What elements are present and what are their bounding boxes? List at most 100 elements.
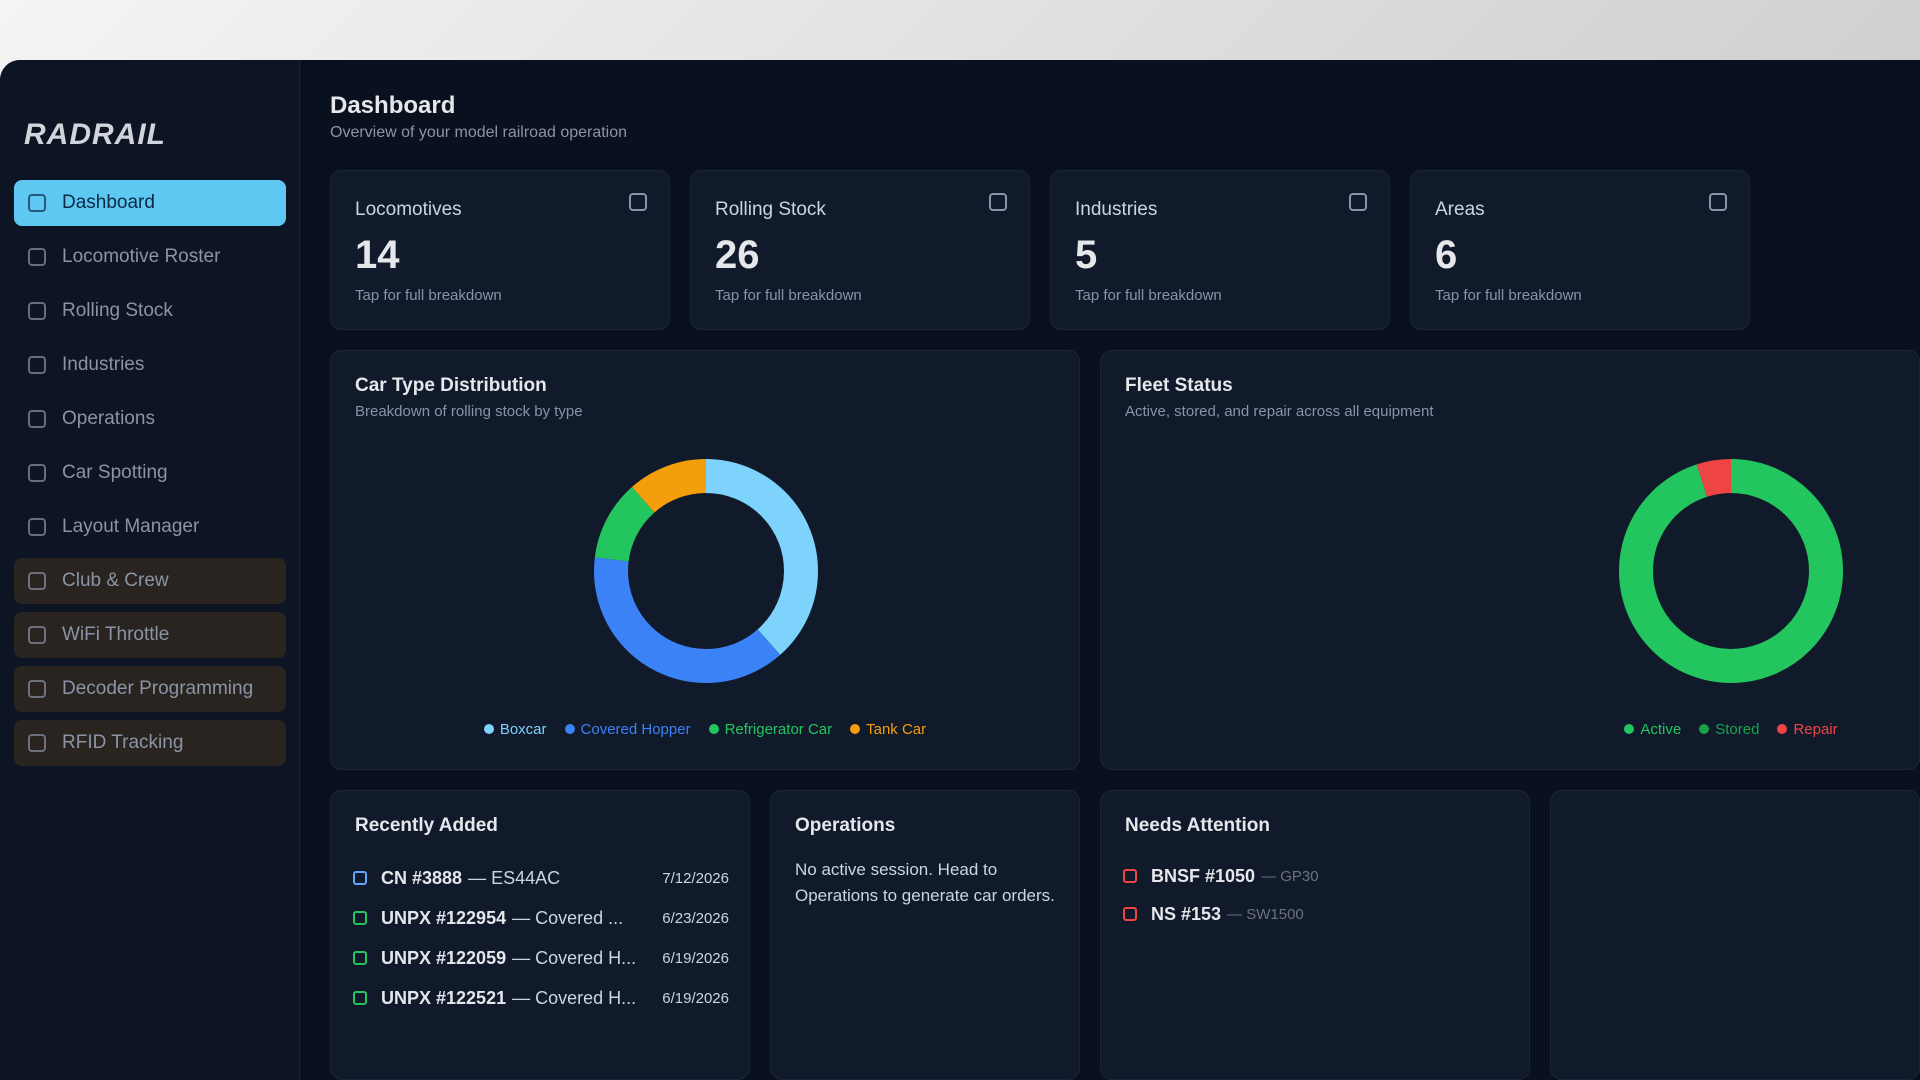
legend-label: Repair — [1793, 721, 1838, 738]
legend-item[interactable]: Tank Car — [850, 721, 926, 738]
item-date: 7/12/2026 — [662, 869, 729, 887]
page-title: Dashboard — [330, 92, 456, 119]
stat-value: 14 — [355, 233, 400, 277]
donut-segment — [1619, 459, 1843, 683]
recent-row[interactable]: UNPX #122521— Covered H... 6/19/2026 — [353, 983, 729, 1013]
nav-icon — [28, 518, 46, 536]
operations-card: Operations No active session. Head to Ope… — [770, 790, 1080, 1080]
stat-card[interactable]: Industries 5 Tap for full breakdown — [1050, 170, 1390, 330]
attention-row[interactable]: BNSF #1050 — GP30 — [1123, 861, 1509, 891]
operations-text: No active session. Head to Operations to… — [795, 860, 1055, 905]
nav-item[interactable]: Rolling Stock — [14, 288, 286, 334]
legend-item[interactable]: Active — [1624, 721, 1681, 738]
recent-row[interactable]: UNPX #122059— Covered H... 6/19/2026 — [353, 943, 729, 973]
nav-label: Club & Crew — [62, 570, 169, 591]
chart-card: Car Type Distribution Breakdown of rollin… — [330, 350, 1080, 770]
chart-title: Car Type Distribution — [355, 375, 547, 396]
item-name: UNPX #122954 — [381, 907, 507, 928]
nav-label: Locomotive Roster — [62, 246, 221, 267]
page-subtitle: Overview of your model railroad operatio… — [330, 124, 628, 141]
chart-card: Fleet Status Active, stored, and repair a… — [1100, 350, 1920, 770]
card-title: Operations — [795, 815, 896, 836]
stat-icon — [629, 193, 647, 211]
item-name: BNSF #1050 — [1151, 865, 1256, 886]
nav-icon — [28, 248, 46, 266]
legend-item[interactable]: Stored — [1699, 721, 1759, 738]
donut-segment — [594, 459, 818, 683]
stat-icon — [1349, 193, 1367, 211]
stat-label: Areas — [1435, 199, 1485, 220]
nav-label: RFID Tracking — [62, 732, 184, 753]
nav-icon — [28, 572, 46, 590]
stat-label: Locomotives — [355, 199, 462, 220]
donut-chart — [1619, 459, 1843, 683]
nav-label: Operations — [62, 408, 155, 429]
item-detail: — Covered H... — [512, 947, 637, 968]
nav-icon — [28, 734, 46, 752]
nav-item[interactable]: Locomotive Roster — [14, 234, 286, 280]
nav-item[interactable]: Layout Manager — [14, 504, 286, 550]
nav-label: Decoder Programming — [62, 678, 254, 699]
item-name: UNPX #122521 — [381, 987, 507, 1008]
stat-value: 5 — [1075, 233, 1098, 277]
row-icon — [1123, 907, 1137, 921]
row-icon — [353, 991, 367, 1005]
chart-subtitle: Breakdown of rolling stock by type — [355, 403, 583, 420]
legend-label: Boxcar — [499, 721, 547, 738]
legend: Active Stored Repair — [1501, 721, 1920, 738]
attention-row[interactable]: NS #153 — SW1500 — [1123, 899, 1509, 929]
legend-swatch — [850, 724, 861, 734]
chart-subtitle: Active, stored, and repair across all eq… — [1125, 403, 1434, 420]
stat-hint: Tap for full breakdown — [715, 287, 862, 304]
chart-title: Fleet Status — [1125, 375, 1233, 396]
legend-label: Active — [1640, 721, 1682, 738]
recent-row[interactable]: UNPX #122954— Covered ... 6/23/2026 — [353, 903, 729, 933]
stat-hint: Tap for full breakdown — [1435, 287, 1582, 304]
nav-item[interactable]: WiFi Throttle — [14, 612, 286, 658]
nav-item[interactable]: RFID Tracking — [14, 720, 286, 766]
nav-label: Rolling Stock — [62, 300, 173, 321]
stat-hint: Tap for full breakdown — [355, 287, 502, 304]
attention-card: Needs Attention BNSF #1050 — GP30 NS #153 — … — [1100, 790, 1530, 1080]
legend-label: Tank Car — [866, 721, 927, 738]
nav-icon — [28, 626, 46, 644]
recent-card: Recently Added CN #3888— ES44AC 7/12/2026 U… — [330, 790, 750, 1080]
stat-card[interactable]: Locomotives 14 Tap for full breakdown — [330, 170, 670, 330]
item-detail: — Covered H... — [512, 987, 637, 1008]
card-title: Recently Added — [355, 815, 498, 836]
stat-label: Industries — [1075, 199, 1158, 220]
nav-label: Layout Manager — [62, 516, 200, 537]
nav-item[interactable]: Club & Crew — [14, 558, 286, 604]
nav-item[interactable]: Industries — [14, 342, 286, 388]
stat-card[interactable]: Rolling Stock 26 Tap for full breakdown — [690, 170, 1030, 330]
item-name: UNPX #122059 — [381, 947, 507, 968]
legend-item[interactable]: Covered Hopper — [564, 721, 691, 738]
stat-icon — [989, 193, 1007, 211]
legend-label: Covered Hopper — [580, 721, 691, 738]
recent-row[interactable]: CN #3888— ES44AC 7/12/2026 — [353, 863, 729, 893]
legend-item[interactable]: Boxcar — [483, 721, 547, 738]
stat-label: Rolling Stock — [715, 199, 826, 220]
legend: Boxcar Covered Hopper Refrigerator Car Tank… — [331, 721, 1079, 738]
nav-item[interactable]: Decoder Programming — [14, 666, 286, 712]
stat-card[interactable]: Areas 6 Tap for full breakdown — [1410, 170, 1750, 330]
sidebar: RADRAIL Dashboard Locomotive Roster Rollin… — [0, 60, 300, 1080]
nav-item[interactable]: Operations — [14, 396, 286, 442]
nav-label: WiFi Throttle — [62, 624, 170, 645]
donut-chart — [594, 459, 818, 683]
legend-item[interactable]: Refrigerator Car — [708, 721, 832, 738]
nav-icon — [28, 356, 46, 374]
card-title: Needs Attention — [1125, 815, 1270, 836]
item-name: CN #3888 — [381, 867, 463, 888]
stat-hint: Tap for full breakdown — [1075, 287, 1222, 304]
nav-item[interactable]: Car Spotting — [14, 450, 286, 496]
legend-item[interactable]: Repair — [1777, 721, 1838, 738]
fleet-card — [1550, 790, 1920, 1080]
nav-item[interactable]: Dashboard — [14, 180, 286, 226]
item-date: 6/19/2026 — [662, 949, 729, 967]
legend-label: Stored — [1715, 721, 1760, 738]
item-date: 6/23/2026 — [662, 909, 729, 927]
legend-swatch — [1777, 724, 1788, 734]
nav-icon — [28, 464, 46, 482]
item-detail: — SW1500 — [1227, 905, 1304, 923]
